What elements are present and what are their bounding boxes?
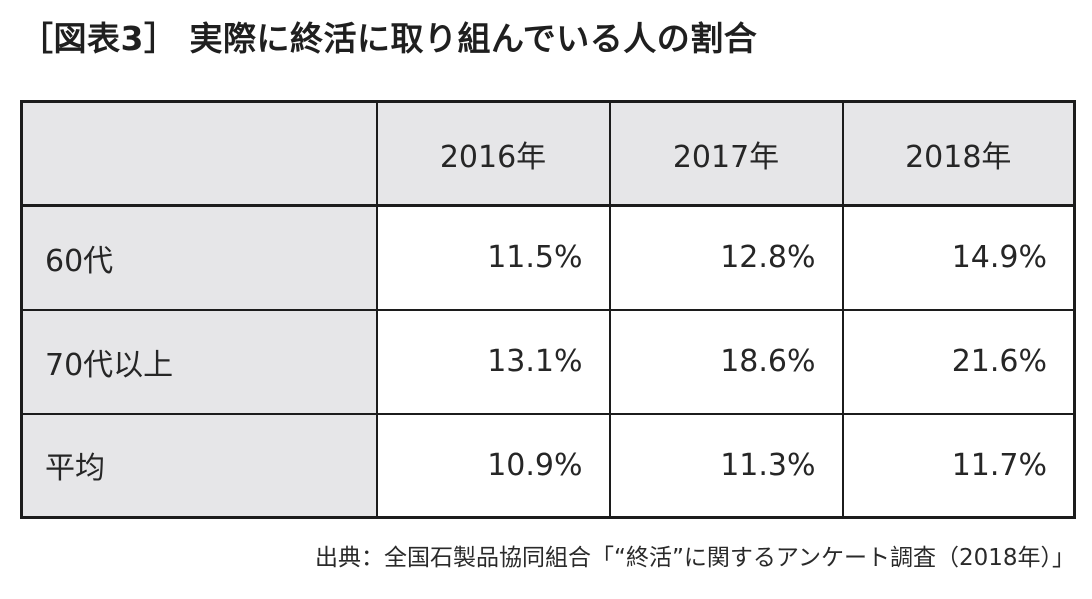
table-row-60s: 60代 11.5% 12.8% 14.9% (20, 204, 1076, 311)
row-label-70s-plus: 70代以上 (20, 308, 378, 415)
value-average-2016: 10.9% (375, 412, 611, 519)
value-70s-2016: 13.1% (375, 308, 611, 415)
table-header-row: 2016年 2017年 2018年 (20, 100, 1076, 207)
value-average-2018: 11.7% (841, 412, 1076, 519)
value-60s-2017: 12.8% (608, 204, 844, 311)
shukatsu-rate-table: 2016年 2017年 2018年 60代 11.5% 12.8% 14.9% … (20, 100, 1076, 519)
row-label-average: 平均 (20, 412, 378, 519)
figure-title: ［図表3］ 実際に終活に取り組んでいる人の割合 (20, 19, 758, 58)
value-average-2017: 11.3% (608, 412, 844, 519)
column-header-2016: 2016年 (375, 100, 611, 207)
column-header-2018: 2018年 (841, 100, 1076, 207)
value-60s-2018: 14.9% (841, 204, 1076, 311)
value-60s-2016: 11.5% (375, 204, 611, 311)
value-70s-2018: 21.6% (841, 308, 1076, 415)
value-70s-2017: 18.6% (608, 308, 844, 415)
table-row-70s-plus: 70代以上 13.1% 18.6% 21.6% (20, 308, 1076, 415)
table-row-average: 平均 10.9% 11.3% 11.7% (20, 412, 1076, 519)
row-label-60s: 60代 (20, 204, 378, 311)
corner-cell (20, 100, 378, 207)
column-header-2017: 2017年 (608, 100, 844, 207)
source-citation: 出典：全国石製品協同組合「“終活”に関するアンケート調査（2018年）」 (315, 545, 1075, 571)
